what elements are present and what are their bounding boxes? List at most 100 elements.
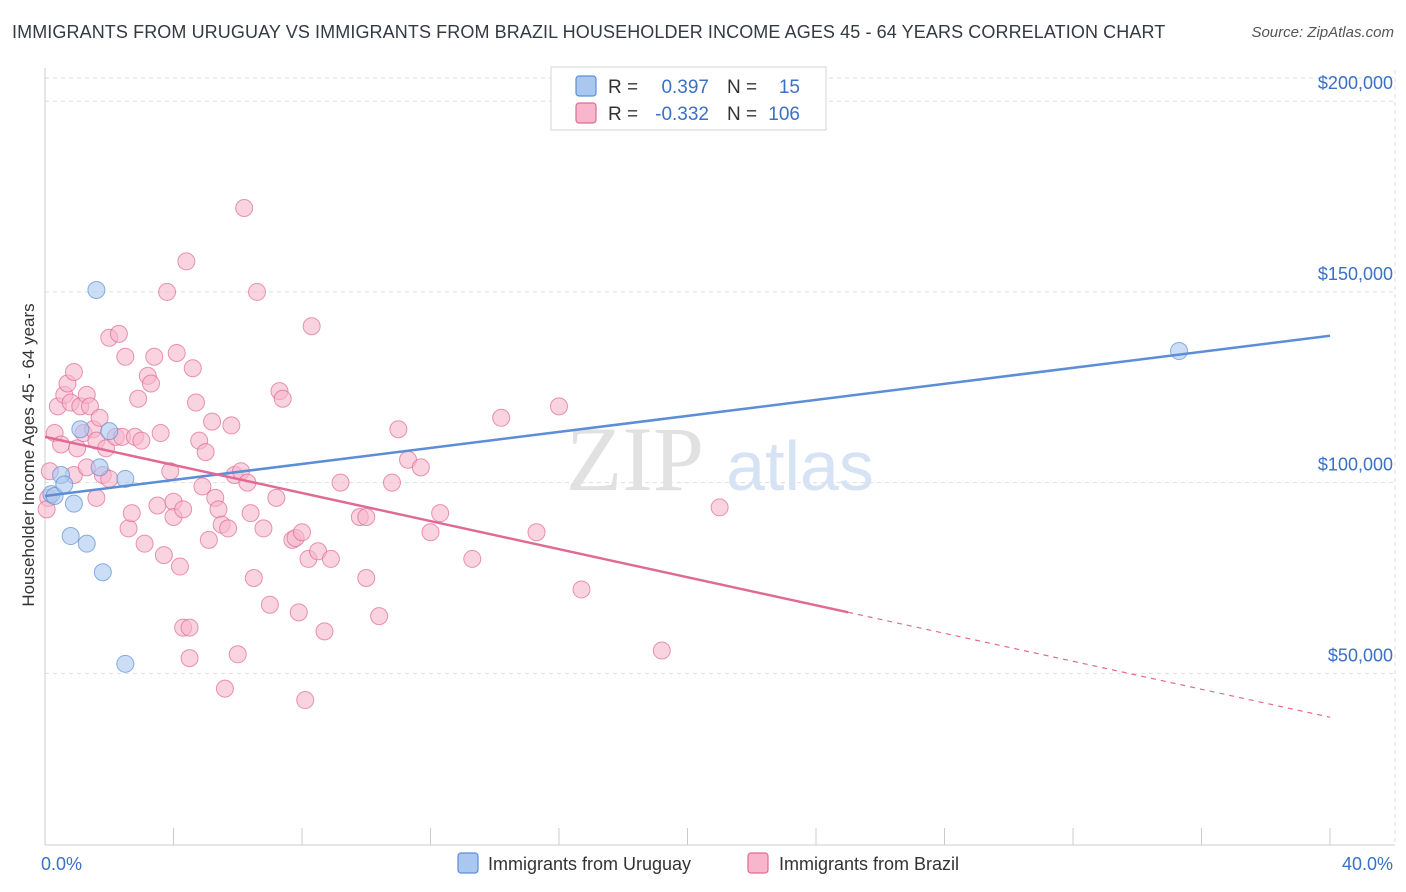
brazil-point-55	[196, 443, 215, 462]
uruguay-point-10	[93, 563, 112, 582]
brazil-point-32	[132, 431, 151, 450]
gridlines	[45, 70, 1396, 845]
brazil-point-50	[180, 618, 199, 637]
brazil-point-28	[119, 519, 138, 538]
brazil-point-45	[170, 557, 189, 576]
uruguay-point-6	[71, 420, 90, 439]
brazil-point-51	[183, 359, 202, 378]
trend-lines	[44, 334, 1331, 718]
brazil-point-39	[154, 546, 173, 565]
brazil-point-52	[186, 393, 205, 412]
brazil-point-73	[260, 595, 279, 614]
brazil-trend-line	[44, 435, 849, 614]
legend-n-label-brazil: N =	[727, 104, 757, 125]
watermark-zip: ZIP	[566, 408, 704, 510]
brazil-point-36	[145, 347, 164, 366]
brazil-point-69	[241, 504, 260, 523]
brazil-point-63	[222, 416, 241, 435]
brazil-point-79	[289, 603, 308, 622]
brazil-point-38	[151, 424, 170, 443]
brazil-point-49	[180, 649, 199, 668]
brazil-point-62	[219, 519, 238, 538]
uruguay-point-9	[90, 458, 109, 477]
uruguay-point-3	[55, 475, 74, 494]
source-credit: Source: ZipAtlas.com	[1251, 24, 1394, 41]
brazil-point-37	[148, 496, 167, 515]
bottom-legend-label-brazil: Immigrants from Brazil	[779, 854, 959, 874]
axes	[44, 68, 1395, 846]
legend-r-value-brazil: -0.332	[655, 104, 709, 125]
brazil-point-72	[254, 519, 273, 538]
legend-swatch-uruguay	[575, 75, 597, 97]
brazil-point-25	[109, 324, 128, 343]
brazil-point-19	[90, 408, 109, 427]
brazil-point-74	[267, 488, 286, 507]
brazil-point-56	[199, 530, 218, 549]
legend-n-value-uruguay: 15	[779, 77, 800, 98]
brazil-point-71	[248, 282, 267, 301]
correlation-legend: R = 0.397 N = 15 R = -0.332 N = 106	[550, 66, 827, 131]
brazil-point-46	[174, 500, 193, 519]
uruguay-trend-line	[44, 334, 1331, 498]
brazil-point-90	[357, 507, 376, 526]
series-legend: Immigrants from Uruguay Immigrants from …	[457, 852, 959, 874]
brazil-point-104	[710, 498, 729, 517]
brazil-point-31	[129, 389, 148, 408]
brazil-point-92	[382, 473, 401, 492]
brazil-point-59	[209, 500, 228, 519]
brazil-point-44	[167, 343, 186, 362]
legend-n-value-brazil: 106	[768, 104, 800, 125]
legend-swatch-brazil	[575, 102, 597, 124]
brazil-point-103	[652, 641, 671, 660]
brazil-point-85	[315, 622, 334, 641]
uruguay-point-14	[1170, 342, 1189, 361]
brazil-point-95	[411, 458, 430, 477]
brazil-point-27	[116, 347, 135, 366]
brazil-point-54	[193, 477, 212, 496]
brazil-point-91	[370, 607, 389, 626]
brazil-point-101	[550, 397, 568, 416]
tick-labels: $50,000 $100,000 $150,000 $200,000 0.0% 40.0%	[41, 73, 1393, 874]
brazil-point-76	[273, 389, 292, 408]
brazil-point-102	[572, 580, 591, 599]
bottom-legend-swatch-brazil	[747, 852, 769, 874]
brazil-point-48	[177, 252, 196, 271]
uruguay-point-4	[61, 527, 80, 546]
brazil-point-80	[293, 523, 311, 542]
brazil-point-89	[357, 569, 376, 587]
legend-n-label-uruguay: N =	[727, 77, 757, 98]
brazil-point-35	[142, 374, 161, 393]
brazil-point-29	[122, 504, 141, 523]
brazil-point-98	[463, 549, 482, 568]
y-tick-label-2: $150,000	[1318, 264, 1393, 284]
brazil-point-61	[215, 679, 234, 698]
brazil-point-100	[527, 523, 546, 542]
watermark-atlas: atlas	[726, 427, 874, 505]
legend-r-label-uruguay: R =	[608, 77, 638, 98]
y-tick-label-3: $200,000	[1318, 73, 1393, 93]
brazil-point-86	[321, 549, 340, 568]
legend-r-value-uruguay: 0.397	[661, 77, 709, 98]
brazil-point-97	[431, 504, 450, 523]
uruguay-point-8	[87, 281, 106, 300]
legend-r-label-brazil: R =	[608, 104, 638, 125]
uruguay-point-12	[116, 469, 135, 488]
uruguay-point-11	[100, 422, 119, 441]
y-tick-label-0: $50,000	[1328, 645, 1393, 665]
brazil-point-87	[331, 473, 350, 492]
brazil-point-18	[87, 488, 106, 507]
brazil-point-70	[244, 569, 263, 587]
uruguay-point-7	[77, 534, 96, 553]
brazil-point-33	[135, 534, 154, 553]
y-tick-label-1: $100,000	[1318, 455, 1393, 475]
brazil-point-9	[64, 363, 83, 382]
uruguay-point-5	[64, 494, 83, 513]
brazil-point-93	[389, 420, 408, 439]
chart-title: IMMIGRANTS FROM URUGUAY VS IMMIGRANTS FR…	[12, 22, 1166, 42]
brazil-point-99	[492, 408, 511, 427]
brazil-point-57	[203, 412, 222, 431]
brazil-point-81	[296, 691, 315, 710]
brazil-point-40	[158, 282, 177, 301]
uruguay-point-13	[116, 654, 135, 673]
